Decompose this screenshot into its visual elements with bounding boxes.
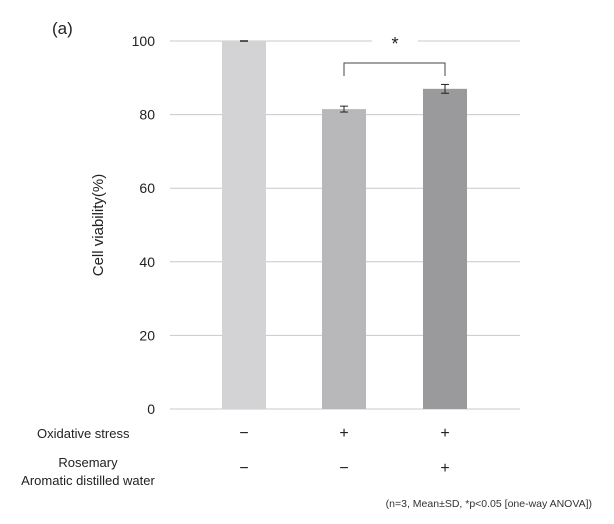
y-tick-label: 40 [139,254,155,270]
bar [222,41,266,409]
bracket-line [343,62,446,76]
y-tick-labels: 0 20 40 60 80 100 [132,33,156,417]
condition-sign: − [239,425,248,442]
significance-star: * [391,34,398,54]
bars [222,41,467,409]
significance-bracket: * [343,30,446,76]
condition-sign: + [440,460,449,477]
panel-label: (a) [52,19,73,38]
condition-sign: + [339,425,348,442]
y-tick-label: 0 [147,401,155,417]
condition-label-aromatic-water: Aromatic distilled water [21,473,155,488]
condition-label-rosemary: Rosemary [58,455,118,470]
condition-sign: − [239,460,248,477]
bar [423,88,467,409]
y-tick-label: 80 [139,107,155,123]
y-tick-label: 60 [139,180,155,196]
y-tick-label: 100 [132,33,156,49]
star-background [372,30,418,50]
bar [322,109,366,409]
footnote: (n=3, Mean±SD, *p<0.05 [one-way ANOVA]) [386,498,592,510]
y-axis-label: Cell viability(%) [90,174,107,277]
condition-label-oxidative-stress: Oxidative stress [37,426,130,441]
condition-signs: − + + − − + [239,425,449,477]
y-tick-label: 20 [139,327,155,343]
condition-sign: + [440,425,449,442]
error-bars [240,40,449,113]
condition-sign: − [339,460,348,477]
